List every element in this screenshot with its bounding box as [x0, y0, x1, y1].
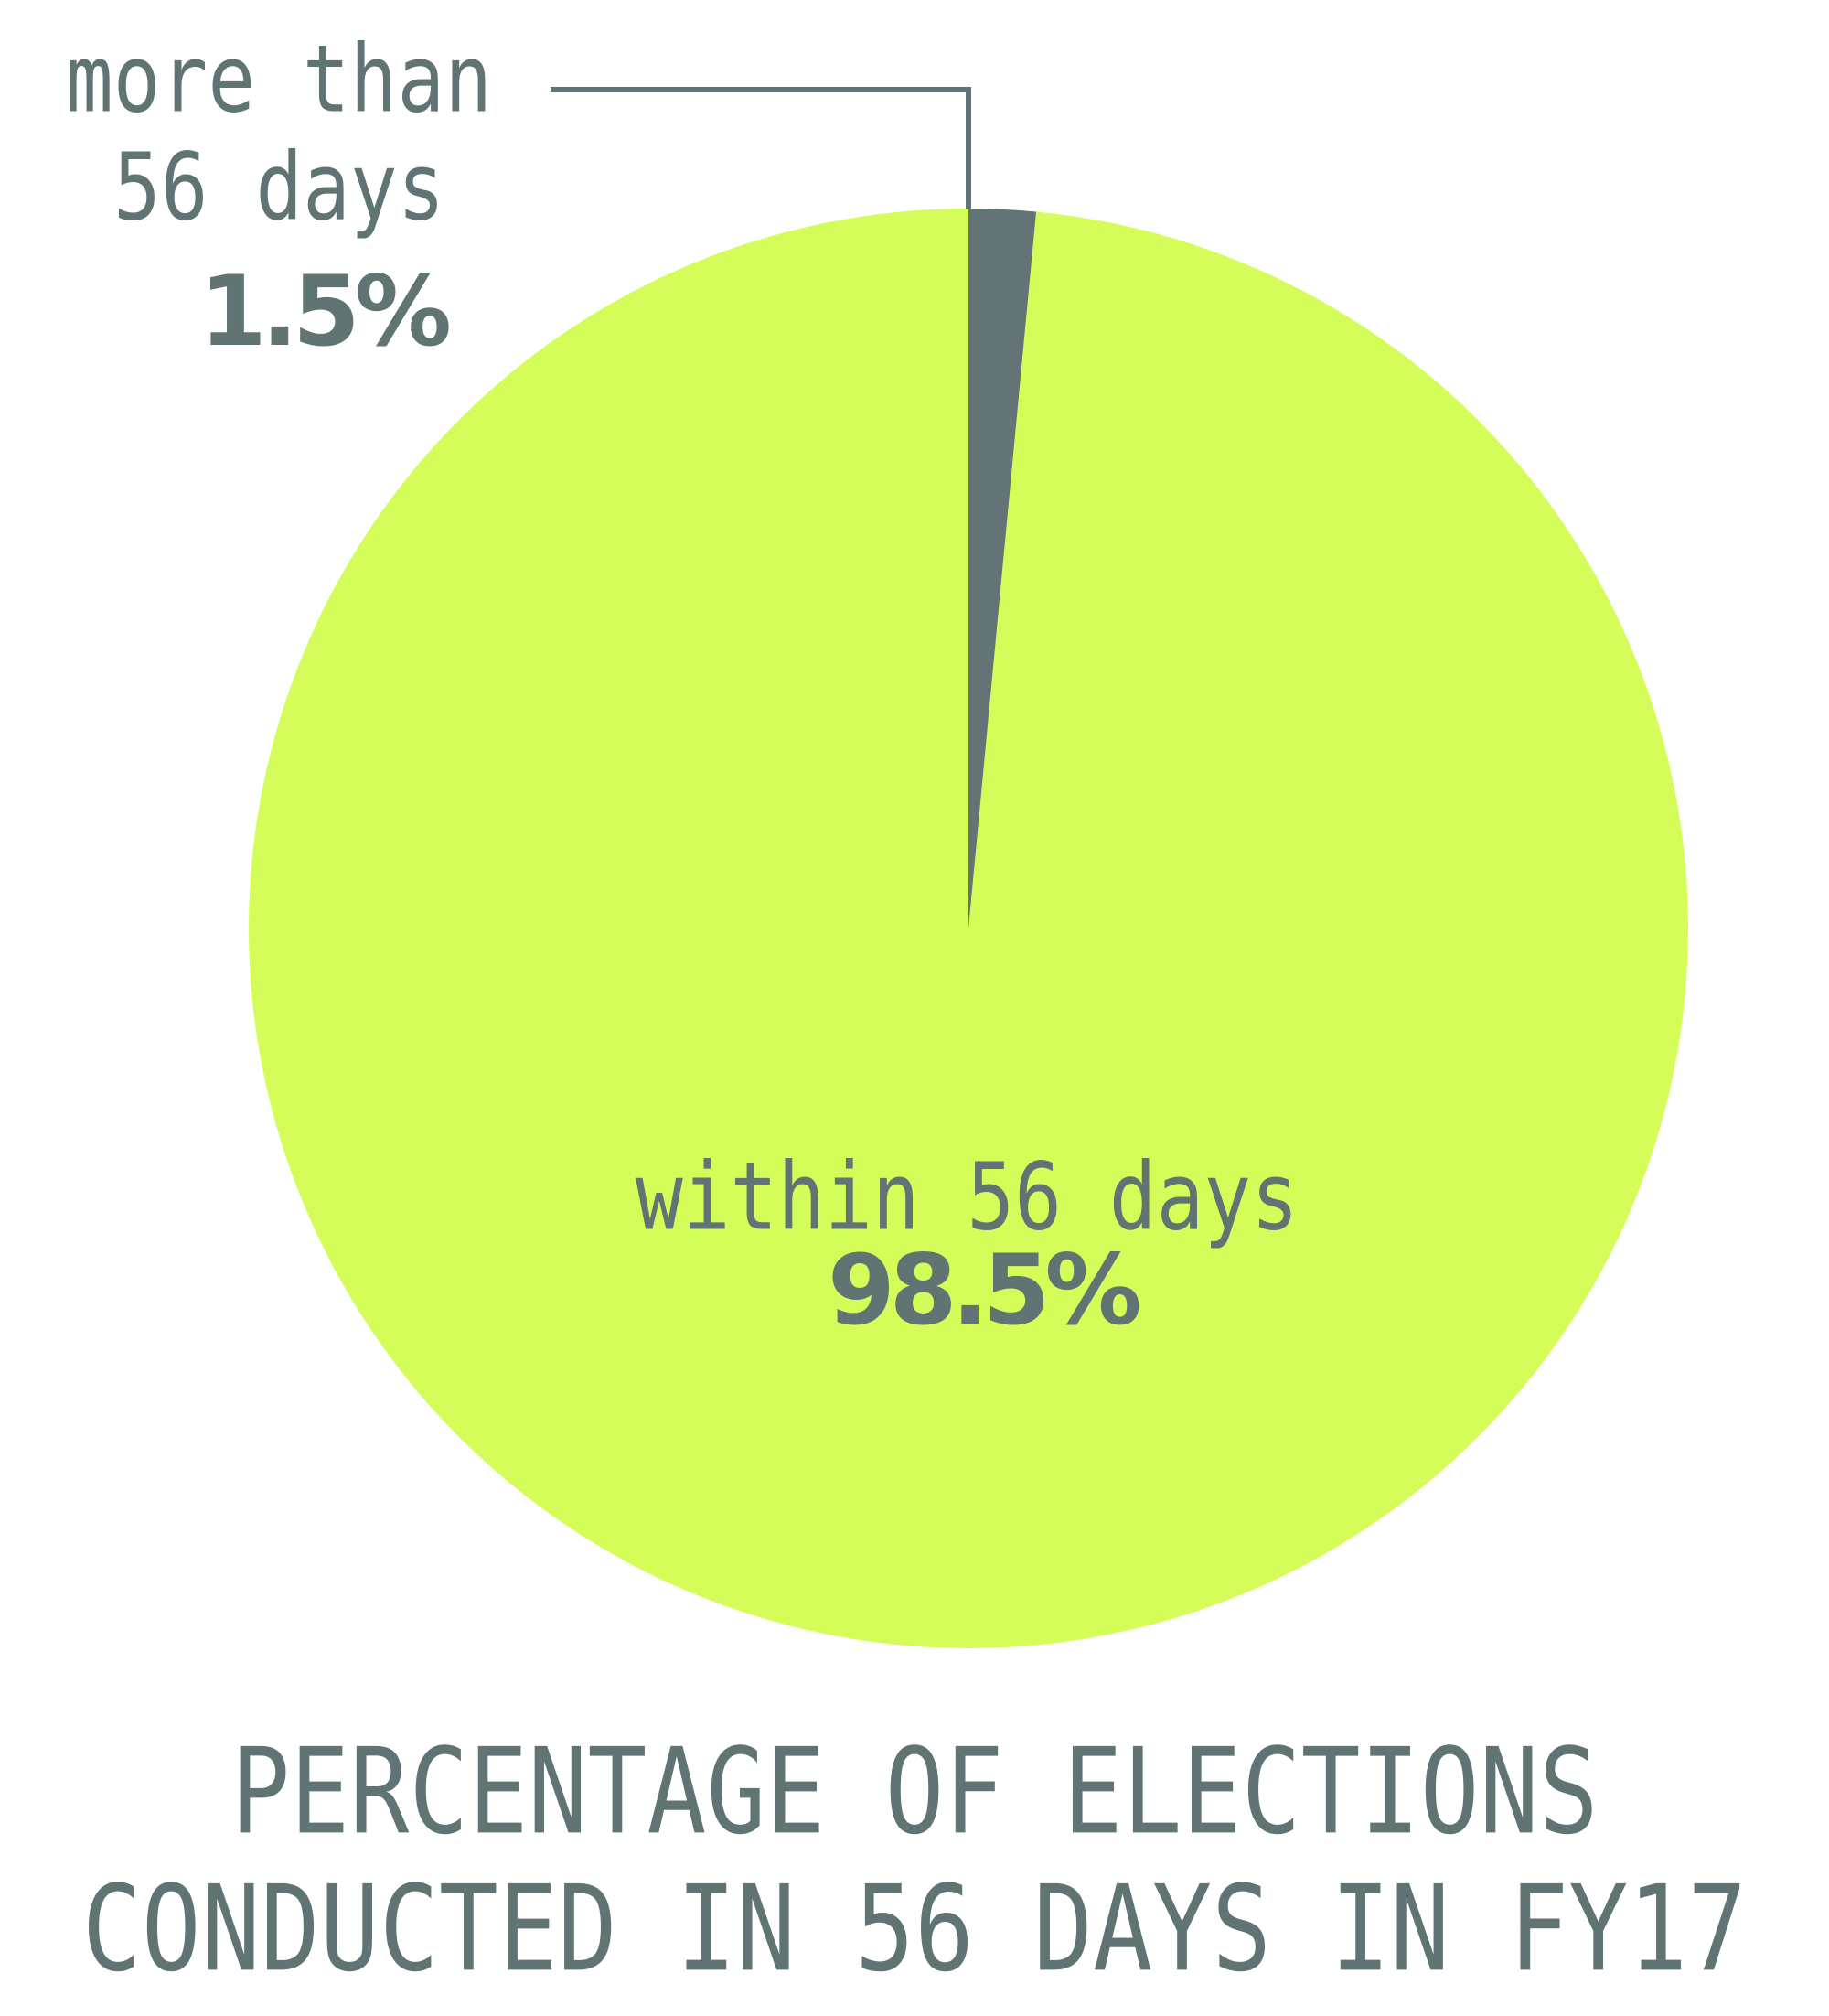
leader-line — [551, 87, 971, 209]
label-more-than-value: 1.5% — [199, 255, 452, 368]
label-more-than-line1: more than — [66, 26, 492, 134]
label-within-value: 98.5% — [828, 1234, 1142, 1346]
chart-title-line2: CONDUCTED IN 56 DAYS IN FY17 — [81, 1861, 1748, 1999]
slice-more-than-56-days — [968, 209, 1037, 928]
label-more-than-line2: 56 days — [113, 134, 445, 242]
label-within-line1: within 56 days — [636, 1143, 1299, 1252]
chart-title-line1: PERCENTAGE OF ELECTIONS — [230, 1723, 1599, 1861]
